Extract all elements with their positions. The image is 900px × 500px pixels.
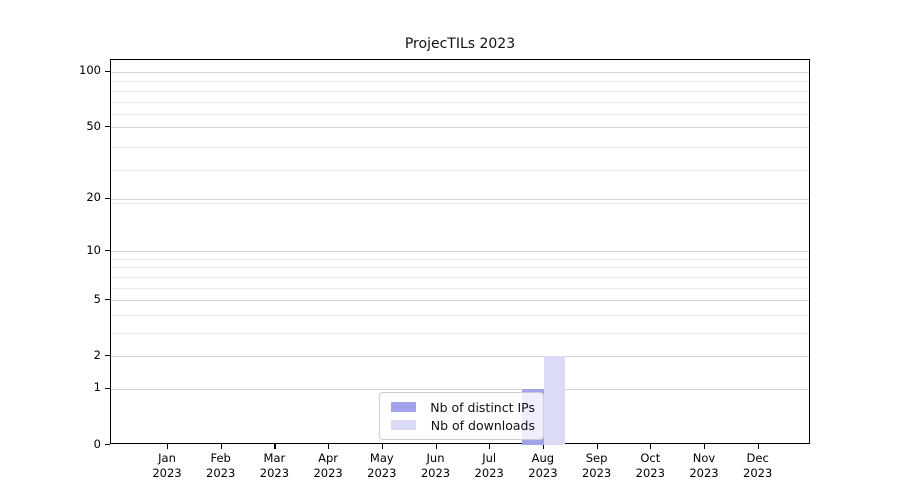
y-tick-mark: [105, 70, 110, 73]
minor-gridline: [111, 287, 809, 289]
major-gridline: [111, 300, 809, 302]
x-tick-mark: [167, 444, 169, 449]
x-tick-mark: [489, 444, 491, 449]
y-tick-label: 5: [93, 291, 101, 306]
x-tick-label: Oct 2023: [635, 451, 665, 480]
x-tick-label: Feb 2023: [206, 451, 236, 480]
y-tick-label: 0: [93, 436, 101, 451]
minor-gridline: [111, 170, 809, 172]
x-tick-label: Jul 2023: [474, 451, 504, 480]
y-tick-label: 20: [86, 190, 101, 205]
x-tick-label: Jun 2023: [420, 451, 451, 480]
x-tick-mark: [381, 444, 383, 449]
legend-label-downloads: Nb of downloads: [430, 417, 535, 433]
minor-gridline: [111, 267, 809, 269]
y-tick-mark: [105, 197, 110, 200]
x-tick-label: Nov 2023: [689, 451, 719, 480]
y-tick-mark: [105, 250, 110, 252]
minor-gridline: [111, 146, 809, 148]
y-tick-mark: [105, 387, 110, 390]
legend-item-downloads: Nb of downloads: [388, 418, 535, 433]
x-tick-mark: [542, 444, 545, 449]
legend-label-distinct-ips: Nb of distinct IPs: [430, 399, 535, 415]
y-tick-label: 50: [86, 118, 101, 133]
x-tick-label: Aug 2023: [528, 451, 558, 480]
minor-gridline: [111, 314, 809, 316]
x-tick-mark: [435, 444, 437, 449]
y-tick-label: 10: [86, 242, 101, 257]
minor-gridline: [111, 276, 809, 278]
x-tick-mark: [596, 444, 598, 449]
minor-gridline: [111, 90, 809, 92]
x-tick-label: Mar 2023: [259, 451, 290, 480]
minor-gridline: [111, 114, 809, 116]
minor-gridline: [111, 101, 809, 103]
x-tick-mark: [220, 444, 222, 449]
legend: Nb of distinct IPs Nb of downloads: [379, 392, 544, 440]
legend-swatch-downloads-icon: [391, 420, 416, 430]
major-gridline: [111, 127, 809, 129]
y-tick-label: 100: [79, 63, 101, 78]
x-tick-mark: [650, 444, 652, 449]
major-gridline: [111, 198, 809, 200]
major-gridline: [111, 356, 809, 358]
x-tick-mark: [274, 444, 276, 449]
y-tick-mark: [105, 126, 110, 128]
y-tick-mark: [105, 444, 110, 446]
x-tick-mark: [704, 444, 706, 449]
bar-downloads: [543, 356, 566, 445]
y-tick-mark: [105, 299, 110, 301]
x-tick-mark: [757, 444, 759, 449]
minor-gridline: [111, 258, 809, 260]
major-gridline: [111, 251, 809, 253]
y-tick-label: 2: [93, 347, 101, 362]
y-tick-mark: [105, 355, 110, 357]
legend-swatch-distinct-ips-icon: [391, 402, 416, 412]
x-tick-label: May 2023: [367, 451, 397, 480]
x-tick-mark: [328, 444, 330, 449]
major-gridline: [111, 388, 809, 390]
minor-gridline: [111, 332, 809, 334]
x-tick-label: Sep 2023: [581, 451, 612, 480]
y-tick-label: 1: [93, 380, 101, 395]
major-gridline: [111, 71, 809, 73]
x-tick-label: Dec 2023: [743, 451, 773, 480]
plot-area: Nb of distinct IPs Nb of downloads: [110, 59, 810, 445]
minor-gridline: [111, 202, 809, 204]
legend-item-distinct-ips: Nb of distinct IPs: [388, 400, 535, 415]
x-tick-label: Apr 2023: [313, 451, 343, 480]
minor-gridline: [111, 81, 809, 83]
chart-title: ProjecTILs 2023: [404, 36, 516, 52]
x-tick-label: Jan 2023: [152, 451, 182, 480]
